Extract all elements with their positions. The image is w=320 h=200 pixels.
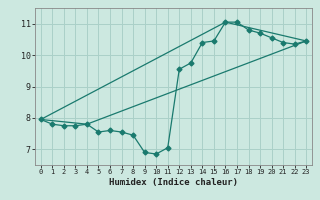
X-axis label: Humidex (Indice chaleur): Humidex (Indice chaleur) <box>109 178 238 187</box>
